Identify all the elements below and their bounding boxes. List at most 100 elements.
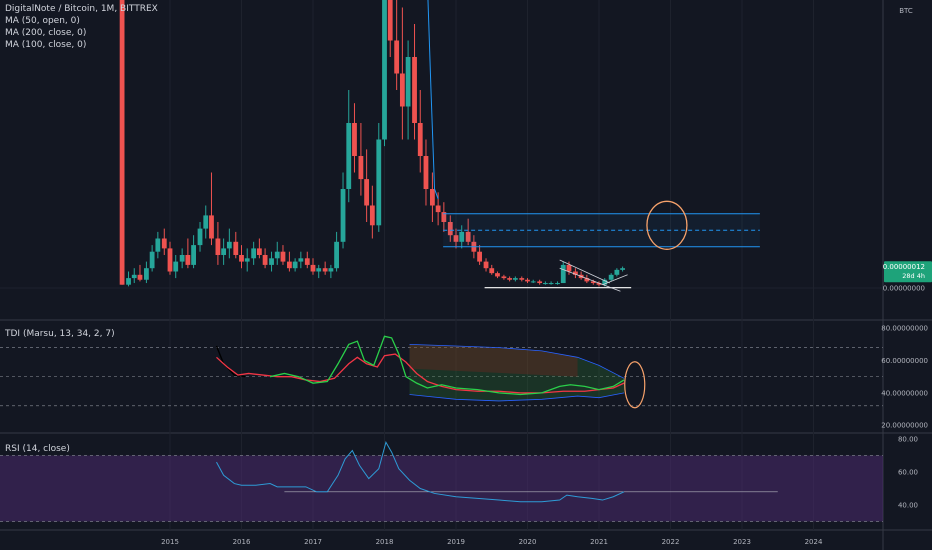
candle-body <box>584 278 590 282</box>
candle-body <box>525 279 530 282</box>
candle-body <box>126 278 131 285</box>
tdi-band-fill <box>409 344 625 401</box>
candle-body <box>614 269 620 275</box>
candle-body <box>221 248 227 255</box>
x-tick-label: 2019 <box>447 538 465 546</box>
candle-body <box>304 258 310 265</box>
rsi-tick-label: 60.00 <box>898 469 918 477</box>
candle-body <box>423 156 429 189</box>
rsi-line <box>216 441 625 503</box>
x-tick-label: 2017 <box>304 538 322 546</box>
candle-body <box>441 212 447 222</box>
candle-body <box>376 139 382 226</box>
rsi-band <box>0 455 883 522</box>
candle-body <box>119 0 125 285</box>
candle-body <box>477 251 482 262</box>
ma-100-line <box>427 0 439 200</box>
x-tick-label: 2015 <box>161 538 179 546</box>
candle-body <box>316 268 322 272</box>
candle-body <box>489 268 495 274</box>
candle-body <box>447 222 453 236</box>
candle-body <box>179 255 185 262</box>
tdi-pane[interactable] <box>0 335 883 409</box>
tdi-band-lower <box>409 392 625 402</box>
candle-body <box>399 73 405 107</box>
candle-body <box>387 0 393 41</box>
price-legend: DigitalNote / Bitcoin, 1M, BITTREX MA (5… <box>5 3 158 51</box>
last-price-tag <box>884 261 932 283</box>
tdi-label[interactable]: TDI (Marsu, 13, 34, 2, 7) <box>5 329 115 339</box>
x-tick-label: 2020 <box>519 538 537 546</box>
candle-body <box>465 231 471 242</box>
candle-body <box>501 276 507 279</box>
ma-100-label[interactable]: MA (100, close, 0) <box>5 40 87 50</box>
candle-body <box>244 258 250 262</box>
rsi-tick-label: 80.00 <box>898 436 918 444</box>
candle-body <box>340 189 346 242</box>
candle-body <box>382 0 387 140</box>
candle-body <box>167 248 173 272</box>
candle-body <box>251 248 257 259</box>
candle-body <box>530 281 536 283</box>
ma-50-label[interactable]: MA (50, open, 0) <box>5 16 80 26</box>
chart-title[interactable]: DigitalNote / Bitcoin, 1M, BITTREX <box>5 4 158 14</box>
axes: 2015 2016 2017 2018 2019 2020 2021 2022 2023 2024… <box>161 261 932 546</box>
candle-body <box>161 238 167 249</box>
candle-body <box>287 261 292 269</box>
candle-body <box>412 57 417 123</box>
candle-body <box>590 281 596 284</box>
target-circle <box>646 200 688 250</box>
tdi-green-line <box>269 335 625 396</box>
candle-body <box>430 189 435 206</box>
rsi-pane[interactable] <box>0 441 883 522</box>
candle-body <box>369 205 375 226</box>
candle-body <box>131 274 137 279</box>
candle-body <box>185 255 191 265</box>
downtrend-line <box>559 259 610 284</box>
candle-body <box>346 123 352 189</box>
candle-body <box>364 179 370 206</box>
ma-200-label[interactable]: MA (200, close, 0) <box>5 28 87 38</box>
candle-body <box>239 255 244 262</box>
rsi-legend: RSI (14, close) <box>5 443 70 455</box>
breakout-line <box>602 274 628 286</box>
level-channel <box>443 213 760 247</box>
candle-body <box>322 268 328 272</box>
candle-body <box>394 40 400 74</box>
tdi-tick-label: 60.00000000 <box>881 357 928 365</box>
candle-body <box>173 261 179 272</box>
candle-body <box>328 268 334 272</box>
tdi-band-upper-fill <box>409 344 578 377</box>
candle-body <box>334 241 339 269</box>
x-tick-label: 2023 <box>733 538 751 546</box>
tdi-tick-label: 80.00000000 <box>881 325 928 333</box>
tdi-band-upper <box>409 343 625 379</box>
tdi-red-line <box>216 353 625 394</box>
countdown-label: 28d 4h <box>902 272 925 280</box>
rsi-label[interactable]: RSI (14, close) <box>5 444 70 454</box>
candle-body <box>555 283 560 285</box>
candle-body <box>453 235 459 242</box>
lower-trend-line <box>559 267 621 292</box>
x-tick-label: 2021 <box>590 538 608 546</box>
rsi-tick-label: 40.00 <box>898 502 918 510</box>
candle-body <box>233 241 239 255</box>
candle-body <box>512 278 518 280</box>
candle-body <box>608 274 614 280</box>
candle-body <box>537 281 543 284</box>
candle-body <box>405 57 411 107</box>
candle-body <box>358 156 364 180</box>
candle-body <box>137 274 143 280</box>
candle-body <box>542 283 548 285</box>
currency-label: BTC <box>899 7 913 15</box>
price-pane[interactable] <box>119 0 760 292</box>
candle-body <box>566 264 572 272</box>
candle-body <box>298 258 304 262</box>
x-tick-label: 2024 <box>805 538 823 546</box>
tdi-tick-label: 20.00000000 <box>881 422 928 430</box>
candle-body <box>483 261 489 269</box>
candle-body <box>215 238 221 255</box>
candle-body <box>292 261 298 269</box>
candle-body <box>417 123 423 156</box>
